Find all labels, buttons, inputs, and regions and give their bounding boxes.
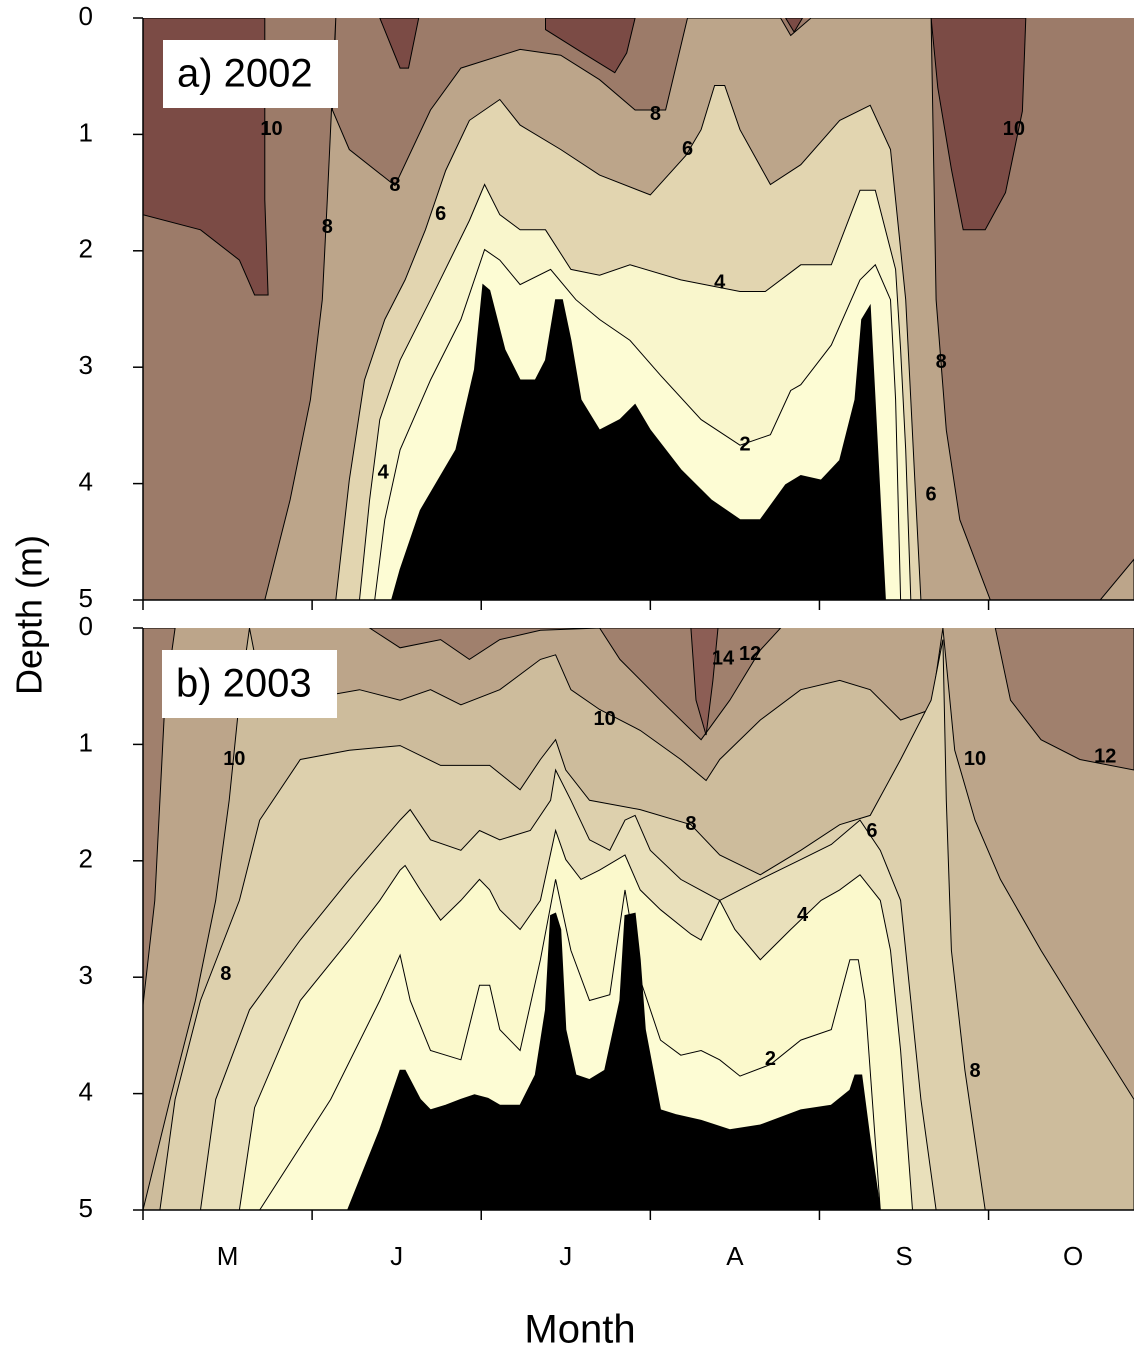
x-tick-label: O — [1063, 1241, 1083, 1271]
contour-region — [930, 18, 1027, 231]
panel-title: b) 2003 — [176, 662, 312, 706]
y-tick-label: 5 — [79, 583, 93, 613]
contour-label: 10 — [964, 748, 986, 770]
y-tick-label: 4 — [79, 466, 93, 496]
contour-label: 6 — [926, 484, 937, 506]
contour-label: 6 — [435, 203, 446, 225]
x-tick-label: J — [390, 1241, 403, 1271]
contour-label: 10 — [223, 748, 245, 770]
contour-label: 6 — [682, 138, 693, 160]
y-tick-label: 0 — [79, 1, 93, 31]
contour-label: 6 — [866, 820, 877, 842]
y-tick-label: 4 — [79, 1076, 93, 1106]
contour-region — [545, 18, 636, 74]
y-tick-label: 1 — [79, 117, 93, 147]
x-tick-label: M — [217, 1241, 239, 1271]
y-tick-label: 2 — [79, 234, 93, 264]
contour-label: 8 — [685, 813, 696, 835]
y-tick-label: 1 — [79, 727, 93, 757]
contour-label: 8 — [969, 1060, 980, 1082]
contour-label: 12 — [1094, 745, 1116, 767]
contour-region — [785, 18, 804, 33]
x-tick-label: S — [895, 1241, 912, 1271]
contour-label: 8 — [389, 174, 400, 196]
y-axis-label: Depth (m) — [9, 535, 50, 695]
contour-label: 8 — [322, 216, 333, 238]
panel-title: a) 2002 — [177, 52, 313, 96]
contour-label: 4 — [797, 904, 809, 926]
contour-region — [391, 283, 886, 600]
contour-region — [994, 628, 1134, 771]
panel-title-box — [163, 40, 338, 108]
x-axis-label: Month — [524, 1308, 635, 1351]
contour-label: 8 — [220, 963, 231, 985]
contour-label: 10 — [1003, 118, 1025, 140]
contour-label: 10 — [260, 118, 282, 140]
contour-region — [347, 912, 881, 1210]
y-tick-label: 2 — [79, 844, 93, 874]
contour-label: 10 — [594, 708, 616, 730]
x-tick-label: J — [559, 1241, 572, 1271]
x-tick-label: A — [726, 1241, 744, 1271]
contour-label: 2 — [765, 1048, 776, 1070]
contour-label: 4 — [714, 272, 726, 294]
contour-region — [143, 628, 176, 1006]
panel-title-box — [162, 650, 337, 718]
contour-label: 14 — [712, 648, 735, 670]
contour-region — [1099, 558, 1134, 600]
y-tick-label: 3 — [79, 350, 93, 380]
contour-region — [379, 18, 420, 69]
contour-label: 8 — [936, 351, 947, 373]
contour-label: 4 — [378, 461, 390, 483]
contour-label: 12 — [739, 643, 761, 665]
contour-label: 2 — [739, 433, 750, 455]
y-tick-label: 3 — [79, 960, 93, 990]
contour-region — [690, 628, 719, 736]
contour-label: 8 — [650, 103, 661, 125]
y-tick-label: 5 — [79, 1193, 93, 1223]
y-tick-label: 0 — [79, 611, 93, 641]
contour-region — [368, 628, 782, 741]
